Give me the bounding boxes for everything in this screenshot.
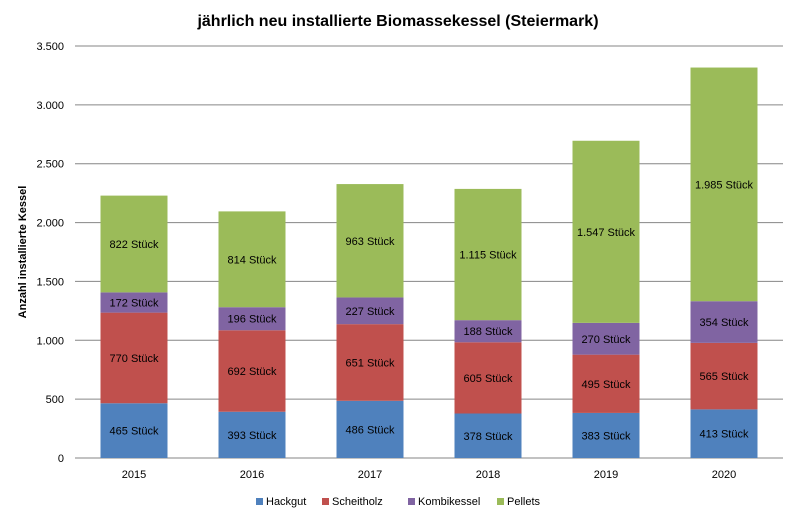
x-tick-label: 2016 bbox=[240, 469, 264, 481]
y-tick-label: 2.000 bbox=[36, 218, 64, 230]
y-tick-label: 2.500 bbox=[36, 159, 64, 171]
y-axis-label: Anzahl installierte Kessel bbox=[17, 186, 29, 319]
data-label: 413 Stück bbox=[700, 429, 749, 441]
data-label: 378 Stück bbox=[464, 431, 513, 443]
chart-title: jährlich neu installierte Biomassekessel… bbox=[196, 13, 598, 30]
bar-segment-pellets bbox=[690, 67, 758, 302]
x-tick-label: 2017 bbox=[358, 469, 382, 481]
data-label: 1.115 Stück bbox=[459, 250, 517, 262]
data-label: 814 Stück bbox=[228, 254, 277, 266]
data-label: 565 Stück bbox=[700, 371, 749, 383]
bar-segment-scheitholz bbox=[100, 312, 168, 404]
data-label: 227 Stück bbox=[346, 306, 395, 318]
bar-segment-pellets bbox=[100, 195, 168, 293]
data-label: 354 Stück bbox=[700, 317, 749, 329]
legend-label: Hackgut bbox=[266, 496, 306, 508]
bar-segment-pellets bbox=[454, 188, 522, 321]
data-label: 822 Stück bbox=[110, 239, 159, 251]
bar-segment-scheitholz bbox=[454, 342, 522, 414]
data-label: 605 Stück bbox=[464, 373, 513, 385]
legend-swatch bbox=[322, 498, 329, 505]
bar-segment-hackgut bbox=[218, 411, 286, 458]
legend-swatch bbox=[408, 498, 415, 505]
legend-label: Scheitholz bbox=[332, 496, 383, 508]
data-label: 196 Stück bbox=[228, 314, 277, 326]
y-tick-label: 3.500 bbox=[36, 41, 64, 53]
bar-segment-scheitholz bbox=[218, 330, 286, 412]
data-label: 770 Stück bbox=[110, 353, 159, 365]
data-label: 486 Stück bbox=[346, 424, 395, 436]
data-label: 172 Stück bbox=[110, 297, 159, 309]
data-label: 1.547 Stück bbox=[577, 227, 636, 239]
bar-segment-hackgut bbox=[690, 409, 758, 458]
data-label: 270 Stück bbox=[582, 334, 631, 346]
legend-label: Pellets bbox=[507, 496, 541, 508]
data-label: 383 Stück bbox=[582, 430, 631, 442]
bar-segment-scheitholz bbox=[336, 324, 404, 401]
bar-segment-hackgut bbox=[100, 403, 168, 458]
bar-segment-pellets bbox=[336, 184, 404, 298]
legend-label: Kombikessel bbox=[418, 496, 480, 508]
y-tick-label: 3.000 bbox=[36, 100, 64, 112]
data-label: 495 Stück bbox=[582, 379, 631, 391]
bar-segment-pellets bbox=[218, 211, 286, 308]
bar-segment-kombikessel bbox=[690, 301, 758, 343]
data-label: 393 Stück bbox=[228, 430, 277, 442]
bar-segment-pellets bbox=[572, 140, 640, 323]
bar-segment-kombikessel bbox=[572, 322, 640, 355]
y-tick-label: 1.500 bbox=[36, 276, 64, 288]
data-label: 188 Stück bbox=[464, 326, 513, 338]
y-tick-label: 500 bbox=[46, 394, 64, 406]
bar-segment-kombikessel bbox=[100, 292, 168, 313]
bar-segment-kombikessel bbox=[454, 320, 522, 343]
bar-segment-kombikessel bbox=[218, 307, 286, 331]
data-label: 1.985 Stück bbox=[695, 179, 754, 191]
bar-segment-scheitholz bbox=[572, 354, 640, 413]
x-tick-label: 2018 bbox=[476, 469, 500, 481]
x-tick-label: 2020 bbox=[712, 469, 736, 481]
data-label: 692 Stück bbox=[228, 366, 277, 378]
x-tick-label: 2019 bbox=[594, 469, 618, 481]
bar-segment-hackgut bbox=[572, 412, 640, 458]
y-tick-label: 0 bbox=[58, 453, 64, 465]
data-label: 465 Stück bbox=[110, 426, 159, 438]
bar-segment-hackgut bbox=[336, 400, 404, 458]
legend-swatch bbox=[497, 498, 504, 505]
data-label: 963 Stück bbox=[346, 236, 395, 248]
bar-segment-scheitholz bbox=[690, 342, 758, 410]
y-tick-label: 1.000 bbox=[36, 335, 64, 347]
data-label: 651 Stück bbox=[346, 357, 395, 369]
bar-segment-hackgut bbox=[454, 413, 522, 458]
x-tick-label: 2015 bbox=[122, 469, 146, 481]
bar-segment-kombikessel bbox=[336, 297, 404, 325]
legend-swatch bbox=[256, 498, 263, 505]
